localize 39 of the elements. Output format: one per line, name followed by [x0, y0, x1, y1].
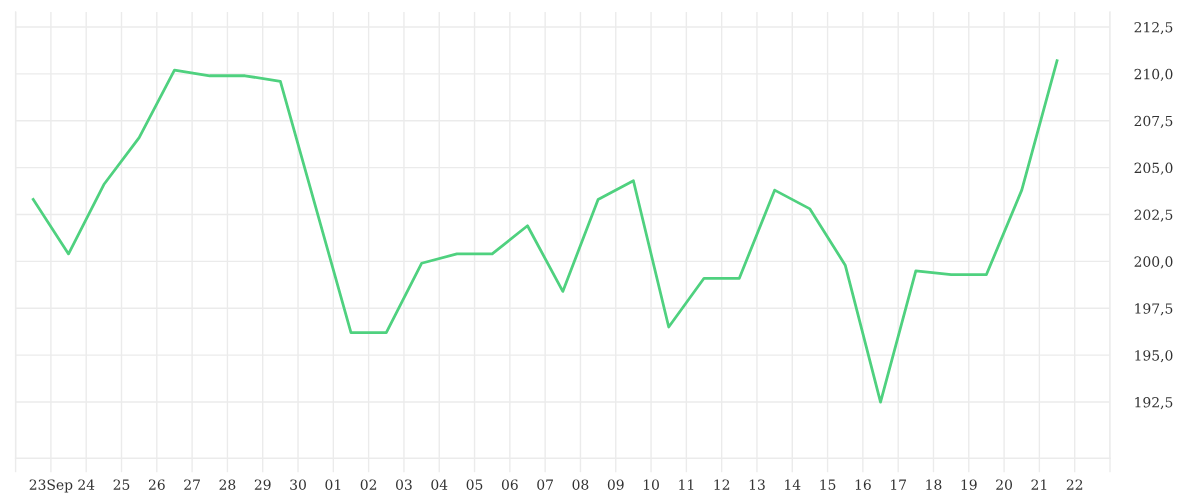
- x-tick-label: 02: [360, 479, 377, 490]
- x-tick-label: 17: [891, 479, 907, 490]
- x-tick-label: 24: [78, 479, 95, 490]
- y-tick-label: 192,5: [1135, 397, 1173, 410]
- x-tick-label: 14: [785, 479, 801, 490]
- y-tick-label: 200,0: [1134, 256, 1173, 269]
- y-tick-label: 197,5: [1135, 303, 1173, 316]
- x-tick-label: 20: [996, 479, 1012, 490]
- x-tick-label: 16: [855, 479, 871, 490]
- x-tick-label: 15: [820, 479, 836, 490]
- x-tick-label: 19: [961, 479, 977, 490]
- x-tick-label: 18: [926, 479, 942, 490]
- x-tick-label: 05: [466, 479, 483, 490]
- x-tick-label: 08: [572, 479, 589, 490]
- x-tick-label: 07: [537, 479, 553, 490]
- x-tick-label: 12: [714, 479, 730, 490]
- x-tick-label: 10: [643, 479, 659, 490]
- x-tick-label: 03: [396, 479, 412, 490]
- y-tick-label: 195,0: [1135, 350, 1173, 363]
- x-tick-label: 23Sep: [29, 479, 73, 493]
- x-tick-label: 09: [607, 479, 624, 490]
- x-tick-label: 29: [254, 479, 271, 490]
- x-tick-label: 25: [113, 479, 130, 490]
- y-tick-label: 207,5: [1134, 115, 1173, 128]
- y-tick-label: 205,0: [1134, 162, 1173, 175]
- y-tick-label: 212,5: [1134, 21, 1173, 35]
- x-tick-label: 30: [290, 479, 306, 490]
- x-tick-label: 21: [1031, 479, 1047, 490]
- x-tick-label: 22: [1066, 479, 1083, 490]
- y-tick-label: 210,0: [1134, 68, 1173, 82]
- x-tick-label: 11: [679, 479, 694, 490]
- x-tick-label: 27: [184, 479, 200, 490]
- x-tick-label: 01: [325, 479, 341, 490]
- x-tick-label: 26: [148, 479, 165, 490]
- x-tick-label: 13: [749, 479, 765, 490]
- x-tick-label: 06: [501, 479, 518, 490]
- y-tick-label: 202,5: [1134, 209, 1173, 222]
- x-tick-label: 28: [219, 479, 236, 490]
- x-tick-label: 04: [431, 479, 448, 490]
